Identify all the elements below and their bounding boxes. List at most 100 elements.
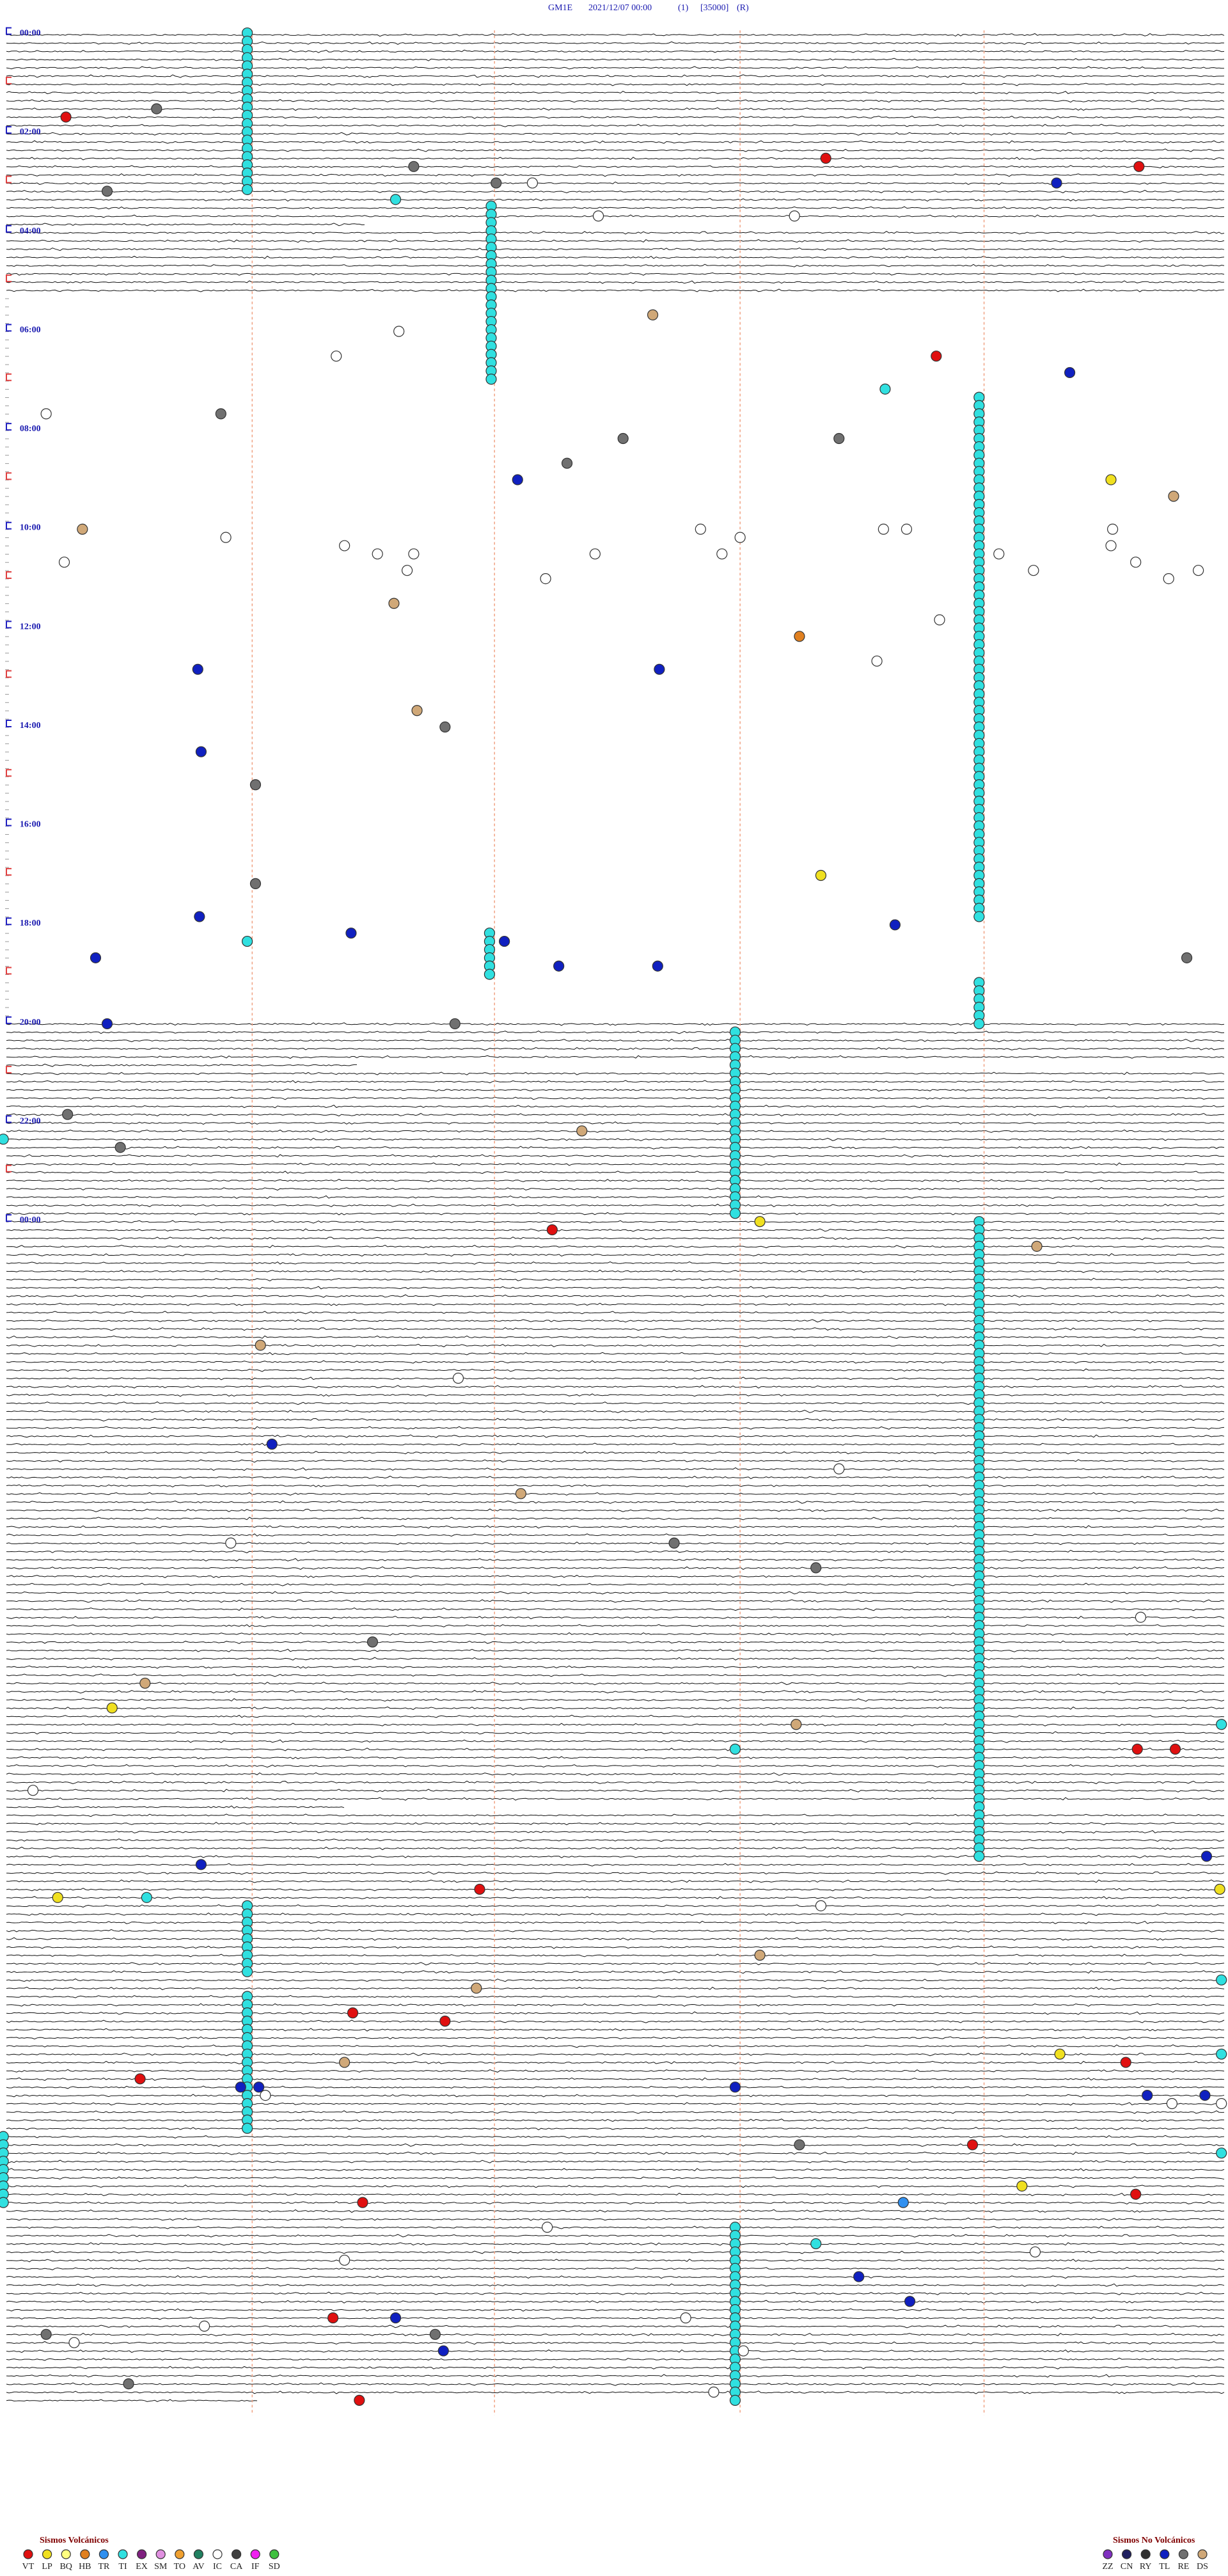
trace	[6, 1970, 1225, 1974]
event	[871, 655, 883, 667]
trace	[6, 2053, 1225, 2057]
hour-label: 04:00	[20, 226, 41, 236]
hour-label: 08:00	[20, 424, 41, 434]
trace	[6, 1343, 1225, 1348]
trace	[6, 2060, 1225, 2065]
trace	[6, 1286, 1225, 1290]
event	[225, 1537, 237, 1549]
trace	[6, 2341, 1225, 2345]
trace	[6, 247, 1225, 251]
event	[357, 2197, 368, 2208]
event	[820, 152, 831, 164]
event	[62, 1109, 74, 1120]
trace	[6, 1294, 1225, 1298]
trace	[6, 2242, 1225, 2246]
trace	[6, 2151, 1225, 2155]
trace	[6, 2259, 1225, 2263]
trace	[6, 2135, 1225, 2138]
event	[1133, 161, 1145, 172]
event	[973, 1018, 985, 1030]
event	[729, 1208, 741, 1219]
trace	[6, 2308, 1225, 2312]
event	[931, 351, 942, 362]
event	[833, 432, 845, 445]
trace	[6, 1269, 1225, 1274]
trace	[6, 2168, 1225, 2172]
event	[60, 111, 72, 123]
trace	[6, 1945, 1225, 1949]
event	[499, 935, 510, 947]
trace	[6, 1854, 1225, 1858]
trace	[6, 1772, 1225, 1776]
event	[1130, 2188, 1142, 2200]
hour-bracket	[6, 719, 12, 727]
event	[1130, 557, 1142, 568]
trace	[6, 1780, 1225, 1785]
hour-bracket	[6, 917, 12, 926]
event	[0, 1134, 9, 1145]
legend-swatch	[269, 2549, 279, 2559]
trace	[6, 2044, 1225, 2048]
event	[58, 557, 70, 568]
event	[680, 2312, 691, 2324]
event	[266, 1439, 278, 1450]
trace	[6, 1624, 1225, 1627]
hour-bracket	[6, 620, 12, 629]
trace	[6, 1574, 1225, 1578]
legend-code: HB	[79, 2562, 91, 2572]
legend-swatch	[42, 2549, 52, 2559]
hour-label: 20:00	[20, 1018, 41, 1027]
trace	[6, 181, 1225, 186]
event	[879, 383, 891, 395]
trace	[6, 1863, 1225, 1867]
trace	[6, 1311, 1225, 1315]
event	[815, 1900, 827, 1911]
event	[901, 523, 913, 535]
event	[1029, 2246, 1041, 2258]
trace	[6, 1797, 1225, 1801]
hour-label: 00:00	[20, 29, 41, 38]
event	[1135, 1611, 1147, 1623]
trace	[6, 1129, 1225, 1133]
event	[1105, 540, 1117, 551]
traces	[5, 33, 1225, 2402]
trace	[6, 1541, 1225, 1545]
event	[388, 597, 400, 609]
trace	[6, 2003, 1225, 2007]
legend-title: Sismos Volcánicos	[40, 2536, 109, 2545]
hour-bracket	[6, 670, 12, 678]
hour-bracket	[6, 324, 12, 332]
legend-code: CN	[1121, 2562, 1133, 2572]
trace	[6, 132, 1225, 136]
event	[695, 523, 706, 535]
legend-code: SD	[269, 2562, 280, 2572]
event	[401, 565, 413, 576]
event	[561, 457, 573, 469]
hour-bracket	[6, 521, 12, 530]
trace	[6, 1583, 1225, 1586]
hour-bracket	[6, 769, 12, 777]
trace	[6, 1748, 1225, 1751]
event	[1054, 2048, 1066, 2060]
hour-label: 12:00	[20, 622, 41, 631]
event	[716, 548, 728, 560]
trace	[6, 2283, 1225, 2287]
trace	[6, 1252, 1225, 1257]
event	[123, 2378, 134, 2390]
trace	[6, 189, 1225, 194]
trace	[6, 99, 1225, 103]
trace	[6, 1162, 1225, 1166]
event	[512, 474, 523, 486]
trace	[6, 1829, 1225, 1834]
event	[260, 2089, 271, 2101]
trace	[6, 1492, 1225, 1496]
trace	[6, 1146, 1225, 1150]
event	[1120, 2057, 1131, 2068]
legend: Sismos Volcánicos VT LP BQ HB TR TI EX SM TO AV IC C…	[22, 2536, 1208, 2572]
event	[1016, 2180, 1028, 2192]
event	[249, 878, 262, 889]
event	[904, 2296, 916, 2307]
trace	[6, 1442, 1225, 1446]
trace	[6, 140, 1225, 144]
